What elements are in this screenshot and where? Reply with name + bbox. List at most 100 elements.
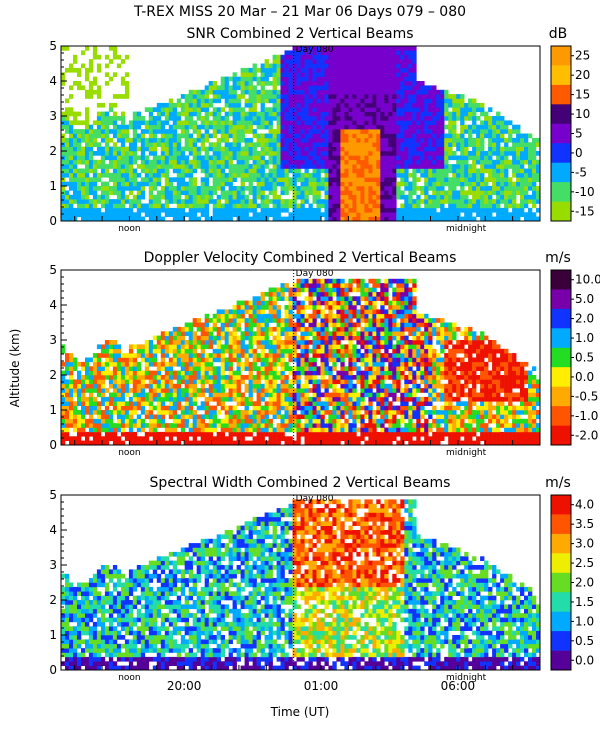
heatmap-cell bbox=[468, 186, 472, 191]
heatmap-cell bbox=[189, 116, 193, 121]
heatmap-cell bbox=[297, 190, 301, 195]
heatmap-cell bbox=[249, 151, 253, 156]
heatmap-cell bbox=[265, 208, 269, 213]
heatmap-cell bbox=[249, 204, 253, 209]
heatmap-cell bbox=[289, 94, 293, 99]
heatmap-cell bbox=[77, 371, 81, 376]
heatmap-cell bbox=[189, 349, 193, 354]
heatmap-cell bbox=[181, 375, 185, 380]
heatmap-cell bbox=[161, 406, 165, 411]
heatmap-cell bbox=[285, 81, 289, 86]
heatmap-cell bbox=[277, 55, 281, 60]
heatmap-cell bbox=[340, 212, 344, 217]
heatmap-cell bbox=[297, 129, 301, 134]
heatmap-cell bbox=[432, 112, 436, 117]
heatmap-cell bbox=[105, 169, 109, 174]
heatmap-cell bbox=[360, 116, 364, 121]
heatmap-cell bbox=[261, 314, 265, 319]
heatmap-cell bbox=[233, 336, 237, 341]
heatmap-cell bbox=[480, 186, 484, 191]
heatmap-cell bbox=[173, 336, 177, 341]
heatmap-cell bbox=[117, 436, 121, 441]
heatmap-cell bbox=[488, 164, 492, 169]
heatmap-cell bbox=[372, 164, 376, 169]
heatmap-cell bbox=[277, 116, 281, 121]
heatmap-cell bbox=[388, 120, 392, 125]
heatmap-cell bbox=[428, 164, 432, 169]
heatmap-cell bbox=[428, 94, 432, 99]
heatmap-cell bbox=[372, 85, 376, 90]
heatmap-cell bbox=[181, 371, 185, 376]
heatmap-cell bbox=[233, 353, 237, 358]
heatmap-cell bbox=[368, 120, 372, 125]
heatmap-cell bbox=[125, 85, 129, 90]
heatmap-cell bbox=[245, 419, 249, 424]
heatmap-cell bbox=[289, 90, 293, 95]
heatmap-cell bbox=[305, 142, 309, 147]
heatmap-cell bbox=[412, 99, 416, 104]
heatmap-cell bbox=[348, 160, 352, 165]
heatmap-cell bbox=[384, 68, 388, 73]
heatmap-cell bbox=[360, 64, 364, 69]
heatmap-cell bbox=[400, 125, 404, 130]
heatmap-cell bbox=[185, 344, 189, 349]
heatmap-cell bbox=[504, 164, 508, 169]
heatmap-cell bbox=[273, 160, 277, 165]
heatmap-cell bbox=[356, 199, 360, 204]
heatmap-cell bbox=[277, 358, 281, 363]
heatmap-cell bbox=[305, 94, 309, 99]
heatmap-cell bbox=[117, 195, 121, 200]
heatmap-cell bbox=[500, 125, 504, 130]
heatmap-cell bbox=[328, 169, 332, 174]
heatmap-cell bbox=[85, 432, 89, 437]
heatmap-cell bbox=[269, 94, 273, 99]
heatmap-cell bbox=[153, 371, 157, 376]
heatmap-cell bbox=[73, 199, 77, 204]
heatmap-cell bbox=[245, 116, 249, 121]
heatmap-cell bbox=[416, 107, 420, 112]
colorbar-tick-label: 5 bbox=[575, 127, 583, 141]
heatmap-cell bbox=[89, 423, 93, 428]
heatmap-cell bbox=[205, 212, 209, 217]
heatmap-cell bbox=[265, 423, 269, 428]
heatmap-cell bbox=[157, 208, 161, 213]
heatmap-cell bbox=[404, 204, 408, 209]
heatmap-cell bbox=[388, 190, 392, 195]
heatmap-cell bbox=[169, 186, 173, 191]
heatmap-cell bbox=[173, 164, 177, 169]
heatmap-cell bbox=[512, 169, 516, 174]
heatmap-cell bbox=[237, 366, 241, 371]
heatmap-cell bbox=[524, 195, 528, 200]
heatmap-cell bbox=[364, 134, 368, 139]
heatmap-cell bbox=[428, 155, 432, 160]
heatmap-cell bbox=[376, 59, 380, 64]
heatmap-cell bbox=[121, 428, 125, 433]
heatmap-cell bbox=[161, 423, 165, 428]
heatmap-cell bbox=[237, 107, 241, 112]
heatmap-cell bbox=[189, 397, 193, 402]
heatmap-cell bbox=[153, 393, 157, 398]
heatmap-cell bbox=[149, 208, 153, 213]
heatmap-cell bbox=[129, 177, 133, 182]
heatmap-cell bbox=[376, 107, 380, 112]
heatmap-cell bbox=[245, 366, 249, 371]
heatmap-cell bbox=[516, 182, 520, 187]
heatmap-cell bbox=[165, 190, 169, 195]
heatmap-cell bbox=[396, 129, 400, 134]
heatmap-cell bbox=[253, 358, 257, 363]
heatmap-cell bbox=[125, 436, 129, 441]
heatmap-cell bbox=[293, 68, 297, 73]
heatmap-cell bbox=[205, 147, 209, 152]
heatmap-cell bbox=[197, 94, 201, 99]
heatmap-cell bbox=[412, 77, 416, 82]
heatmap-cell bbox=[253, 410, 257, 415]
heatmap-cell bbox=[185, 414, 189, 419]
heatmap-cell bbox=[261, 195, 265, 200]
heatmap-cell bbox=[488, 151, 492, 156]
heatmap-cell bbox=[452, 155, 456, 160]
heatmap-cell bbox=[468, 134, 472, 139]
heatmap-cell bbox=[321, 90, 325, 95]
heatmap-cell bbox=[173, 371, 177, 376]
heatmap-cell bbox=[356, 77, 360, 82]
heatmap-cell bbox=[456, 155, 460, 160]
